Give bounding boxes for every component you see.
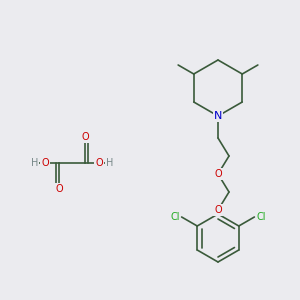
Text: O: O [41, 158, 49, 168]
Text: Cl: Cl [256, 212, 266, 222]
Text: H: H [31, 158, 38, 168]
Text: O: O [81, 132, 89, 142]
Text: O: O [214, 169, 222, 179]
Text: O: O [214, 205, 222, 215]
Text: O: O [95, 158, 103, 168]
Text: H: H [106, 158, 113, 168]
Text: O: O [55, 184, 63, 194]
Text: N: N [214, 111, 222, 121]
Text: Cl: Cl [170, 212, 180, 222]
